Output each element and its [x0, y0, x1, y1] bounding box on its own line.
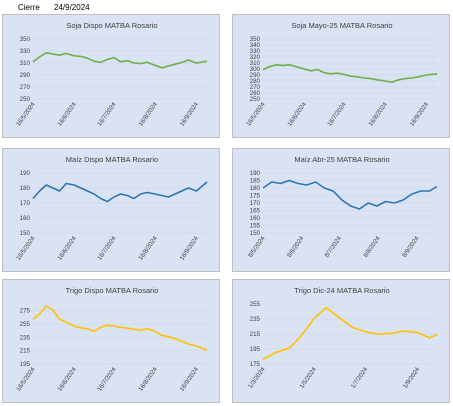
y-tick-label: 160: [250, 215, 261, 222]
chart-title: Maíz Dispo MATBA Rosario: [66, 155, 158, 164]
x-tick-label: 8/6/2024: [286, 235, 306, 259]
x-tick-label: 16/9/2024: [178, 101, 200, 128]
header-date: 24/9/2024: [54, 3, 90, 12]
y-tick-label: 255: [20, 321, 31, 328]
series-line: [262, 306, 438, 361]
x-tick-label: 16/8/2024: [137, 101, 159, 128]
x-tick-label: 16/8/2024: [137, 366, 159, 393]
chart-title: Trigo Dic-24 MATBA Rosario: [294, 286, 389, 295]
x-tick-label: 16/5/2024: [15, 101, 37, 128]
x-tick-label: 8/7/2024: [323, 235, 343, 259]
header-label: Cierre: [18, 3, 40, 12]
y-tick-label: 150: [250, 230, 261, 237]
series-line: [32, 305, 208, 351]
chart-trigo-dispo: Trigo Dispo MATBA Rosario 195 215 235 255 275…: [15, 286, 208, 393]
chart-soja-mayo25: Soja Mayo-25 MATBA Rosario 25026027028029…: [245, 21, 438, 128]
chart-trigo-dic24: Trigo Dic-24 MATBA Rosario 175 195 215 235 25…: [247, 286, 438, 390]
x-tick-label: 16/6/2024: [286, 101, 308, 128]
x-tick-label: 8/9/2024: [401, 235, 421, 259]
y-tick-label: 175: [250, 193, 261, 200]
y-tick-label: 155: [250, 223, 261, 230]
y-tick-label: 290: [20, 72, 31, 79]
y-tick-label: 165: [250, 208, 261, 215]
series-line: [262, 179, 438, 210]
y-tick-label: 170: [250, 200, 261, 207]
chart-title: Soja Dispo MATBA Rosario: [66, 21, 157, 30]
y-tick-label: 340: [250, 42, 261, 49]
x-tick-label: 16/9/2024: [408, 101, 430, 128]
chart-panel-soja-dispo: Soja Dispo MATBA Rosario 250 270 290 310 330 3…: [2, 14, 220, 138]
x-tick-label: 1/5/2024: [298, 366, 318, 390]
y-tick-label: 300: [250, 66, 261, 73]
y-tick-label: 350: [20, 36, 31, 43]
x-tick-label: 1/7/2024: [350, 366, 370, 390]
y-tick-label: 330: [20, 48, 31, 55]
x-tick-label: 16/9/2024: [178, 366, 200, 393]
chart-maiz-dispo: Maíz Dispo MATBA Rosario 150 160 170 180 190 1…: [15, 155, 208, 262]
x-tick-label: 8/5/2024: [247, 235, 267, 259]
y-tick-label: 290: [250, 72, 261, 79]
chart-panel-trigo-dic24: Trigo Dic-24 MATBA Rosario 175 195 215 235 25…: [232, 279, 450, 403]
x-tick-label: 16/8/2024: [137, 235, 159, 262]
y-tick-label: 250: [20, 96, 31, 103]
header: Cierre 24/9/2024: [18, 3, 102, 12]
y-tick-label: 310: [250, 60, 261, 67]
y-tick-label: 185: [250, 178, 261, 185]
y-tick-label: 320: [250, 54, 261, 61]
y-tick-label: 180: [250, 185, 261, 192]
x-tick-label: 1/9/2024: [402, 366, 422, 390]
y-tick-label: 215: [20, 348, 31, 355]
chart-title: Soja Mayo-25 MATBA Rosario: [291, 21, 392, 30]
chart-panel-maiz-dispo: Maíz Dispo MATBA Rosario 150 160 170 180 190 1…: [2, 148, 220, 272]
x-tick-label: 16/7/2024: [96, 366, 118, 393]
y-tick-label: 215: [250, 331, 261, 338]
chart-title: Trigo Dispo MATBA Rosario: [66, 286, 159, 295]
y-tick-label: 275: [20, 308, 31, 315]
y-tick-label: 170: [20, 200, 31, 207]
series-line: [32, 181, 208, 203]
chart-panel-soja-mayo25: Soja Mayo-25 MATBA Rosario 250 260 270 280 29…: [232, 14, 450, 138]
y-tick-label: 190: [20, 170, 31, 177]
chart-panel-maiz-abr25: Maíz Abr-25 MATBA Rosario 150 155 160 165 170…: [232, 148, 450, 272]
chart-maiz-abr25: Maíz Abr-25 MATBA Rosario 150155160165170…: [247, 155, 438, 259]
x-tick-label: 16/9/2024: [178, 235, 200, 262]
x-tick-label: 16/7/2024: [326, 101, 348, 128]
y-tick-label: 260: [250, 90, 261, 97]
y-tick-label: 235: [250, 316, 261, 323]
y-tick-label: 270: [250, 84, 261, 91]
x-tick-label: 16/5/2024: [15, 366, 37, 393]
y-tick-label: 255: [250, 301, 261, 308]
y-tick-label: 250: [250, 96, 261, 103]
y-tick-label: 310: [20, 60, 31, 67]
x-tick-label: 16/5/2024: [15, 235, 37, 262]
y-tick-label: 235: [20, 334, 31, 341]
x-tick-label: 16/5/2024: [245, 101, 267, 128]
chart-soja-dispo: Soja Dispo MATBA Rosario 250 270 290 310 330 3…: [15, 21, 208, 128]
x-tick-label: 16/7/2024: [96, 235, 118, 262]
x-tick-label: 16/7/2024: [96, 101, 118, 128]
series-line: [32, 51, 208, 69]
x-tick-label: 16/6/2024: [56, 101, 78, 128]
y-tick-label: 330: [250, 48, 261, 55]
y-tick-label: 175: [250, 361, 261, 368]
y-tick-label: 160: [20, 215, 31, 222]
x-tick-label: 1/3/2024: [247, 366, 267, 390]
y-tick-label: 350: [250, 36, 261, 43]
y-tick-label: 280: [250, 78, 261, 85]
chart-panel-trigo-dispo: Trigo Dispo MATBA Rosario 195 215 235 255 275…: [2, 279, 220, 403]
y-tick-label: 195: [20, 361, 31, 368]
x-tick-label: 8/8/2024: [362, 235, 382, 259]
y-tick-label: 150: [20, 230, 31, 237]
x-tick-label: 16/6/2024: [56, 235, 78, 262]
x-tick-label: 16/6/2024: [56, 366, 78, 393]
chart-title: Maíz Abr-25 MATBA Rosario: [294, 155, 389, 164]
y-tick-label: 195: [250, 346, 261, 353]
y-tick-label: 270: [20, 84, 31, 91]
y-tick-label: 180: [20, 185, 31, 192]
series-line: [262, 63, 438, 83]
y-tick-label: 190: [250, 170, 261, 177]
x-tick-label: 16/8/2024: [367, 101, 389, 128]
